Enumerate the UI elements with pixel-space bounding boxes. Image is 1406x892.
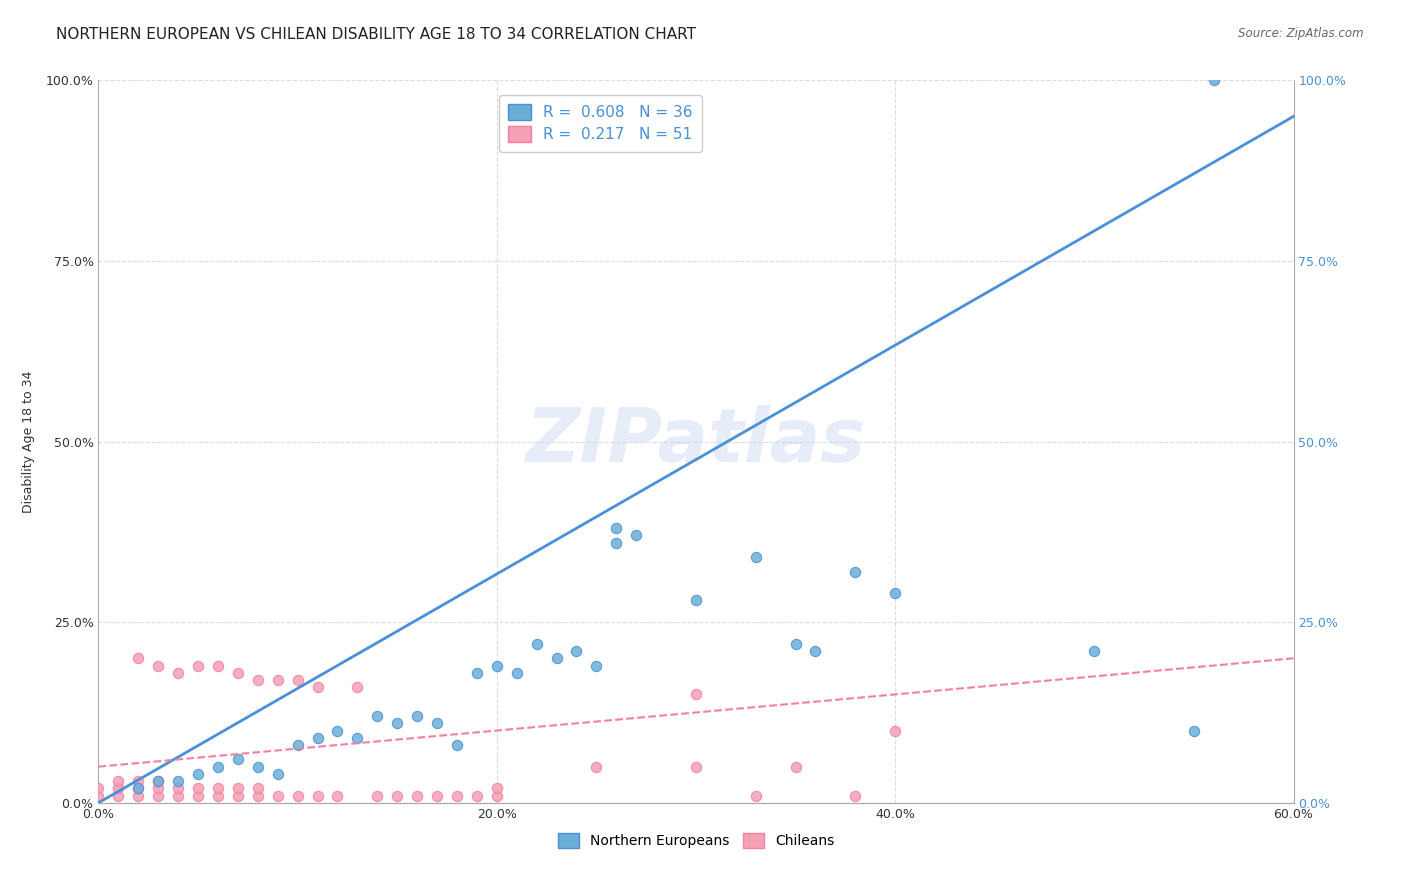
Point <box>844 565 866 579</box>
Point <box>385 716 409 731</box>
Point <box>148 774 170 789</box>
Point <box>485 781 508 796</box>
Point <box>267 789 290 803</box>
Point <box>167 665 190 680</box>
Point <box>226 752 249 766</box>
Point <box>406 789 429 803</box>
Point <box>844 789 866 803</box>
Point <box>167 774 190 789</box>
Point <box>207 789 229 803</box>
Point <box>246 781 269 796</box>
Point <box>307 731 329 745</box>
Point <box>107 781 129 796</box>
Point <box>287 789 309 803</box>
Point <box>187 781 209 796</box>
Point <box>1083 644 1105 658</box>
Point <box>585 658 607 673</box>
Point <box>246 673 269 687</box>
Point <box>785 760 807 774</box>
Point <box>626 528 648 542</box>
Point <box>685 593 707 607</box>
Point <box>127 774 149 789</box>
Point <box>207 658 229 673</box>
Point <box>426 789 449 803</box>
Point <box>148 789 170 803</box>
Point <box>127 789 149 803</box>
Text: Source: ZipAtlas.com: Source: ZipAtlas.com <box>1239 27 1364 40</box>
Point <box>346 680 368 694</box>
Point <box>127 651 149 665</box>
Point <box>506 665 529 680</box>
Point <box>107 774 129 789</box>
Point <box>426 716 449 731</box>
Point <box>366 709 388 723</box>
Point <box>326 789 349 803</box>
Point <box>167 781 190 796</box>
Point <box>485 789 508 803</box>
Point <box>406 709 429 723</box>
Point <box>465 789 488 803</box>
Point <box>884 586 907 600</box>
Point <box>884 723 907 738</box>
Point <box>267 673 290 687</box>
Point <box>87 789 110 803</box>
Point <box>187 658 209 673</box>
Point <box>745 550 768 565</box>
Point <box>804 644 827 658</box>
Point <box>267 767 290 781</box>
Point <box>207 781 229 796</box>
Point <box>226 665 249 680</box>
Point <box>785 637 807 651</box>
Point <box>107 789 129 803</box>
Point <box>385 789 409 803</box>
Point <box>127 781 149 796</box>
Point <box>465 665 488 680</box>
Point <box>366 789 388 803</box>
Point <box>446 738 468 752</box>
Point <box>685 760 707 774</box>
Point <box>246 789 269 803</box>
Point <box>526 637 548 651</box>
Point <box>307 680 329 694</box>
Text: NORTHERN EUROPEAN VS CHILEAN DISABILITY AGE 18 TO 34 CORRELATION CHART: NORTHERN EUROPEAN VS CHILEAN DISABILITY … <box>56 27 696 42</box>
Point <box>87 781 110 796</box>
Legend: Northern Europeans, Chileans: Northern Europeans, Chileans <box>553 828 839 854</box>
Point <box>287 673 309 687</box>
Point <box>148 781 170 796</box>
Point <box>346 731 368 745</box>
Point <box>287 738 309 752</box>
Point <box>148 658 170 673</box>
Point <box>167 789 190 803</box>
Point <box>745 789 768 803</box>
Point <box>148 774 170 789</box>
Point <box>685 687 707 701</box>
Point <box>127 781 149 796</box>
Point <box>605 521 627 535</box>
Point <box>565 644 588 658</box>
Point <box>326 723 349 738</box>
Point <box>226 789 249 803</box>
Point <box>1202 73 1225 87</box>
Point <box>605 535 627 549</box>
Point <box>226 781 249 796</box>
Text: ZIPatlas: ZIPatlas <box>526 405 866 478</box>
Point <box>485 658 508 673</box>
Point <box>546 651 568 665</box>
Point <box>207 760 229 774</box>
Point <box>585 760 607 774</box>
Point <box>246 760 269 774</box>
Point <box>187 789 209 803</box>
Point <box>187 767 209 781</box>
Y-axis label: Disability Age 18 to 34: Disability Age 18 to 34 <box>21 370 35 513</box>
Point <box>1182 723 1205 738</box>
Point <box>307 789 329 803</box>
Point <box>446 789 468 803</box>
